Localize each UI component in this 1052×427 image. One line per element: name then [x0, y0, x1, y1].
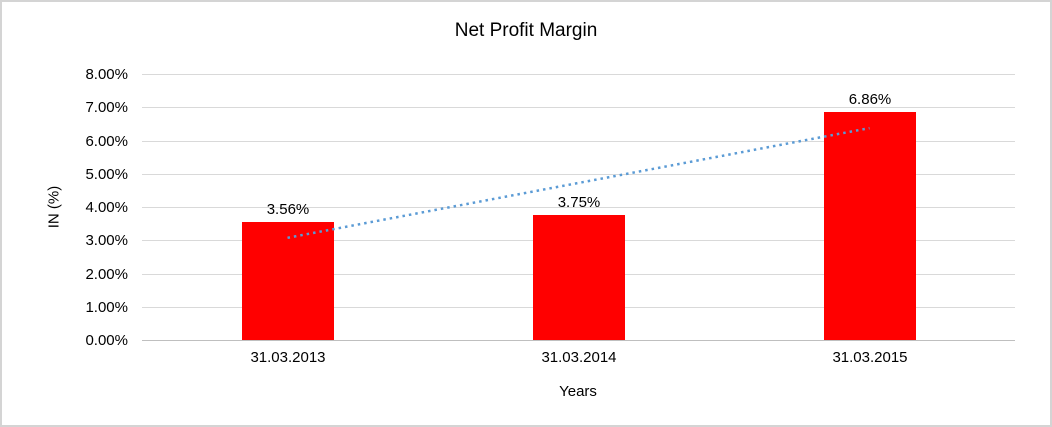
y-tick-label: 5.00% [85, 166, 128, 183]
y-tick-label: 2.00% [85, 266, 128, 283]
y-tick-label: 4.00% [85, 199, 128, 216]
y-tick-label: 3.00% [85, 232, 128, 249]
y-tick-label: 0.00% [85, 332, 128, 349]
y-tick-label: 1.00% [85, 299, 128, 316]
gridline [142, 74, 1015, 75]
bar-value-label: 6.86% [848, 91, 892, 108]
bar-31.03.2013 [242, 222, 334, 340]
bar-31.03.2015 [824, 112, 916, 340]
gridline [142, 107, 1015, 108]
x-category-label: 31.03.2015 [832, 349, 908, 366]
x-axis-line [142, 340, 1015, 341]
x-category-label: 31.03.2014 [541, 349, 617, 366]
chart-title: Net Profit Margin [454, 20, 598, 41]
y-tick-label: 6.00% [85, 133, 128, 150]
bar-value-label: 3.56% [266, 201, 310, 218]
y-tick-label: 7.00% [85, 99, 128, 116]
x-axis-title: Years [559, 383, 597, 400]
bar-31.03.2014 [533, 215, 625, 340]
y-tick-label: 8.00% [85, 66, 128, 83]
x-category-label: 31.03.2013 [250, 349, 326, 366]
bar-value-label: 3.75% [557, 194, 601, 211]
